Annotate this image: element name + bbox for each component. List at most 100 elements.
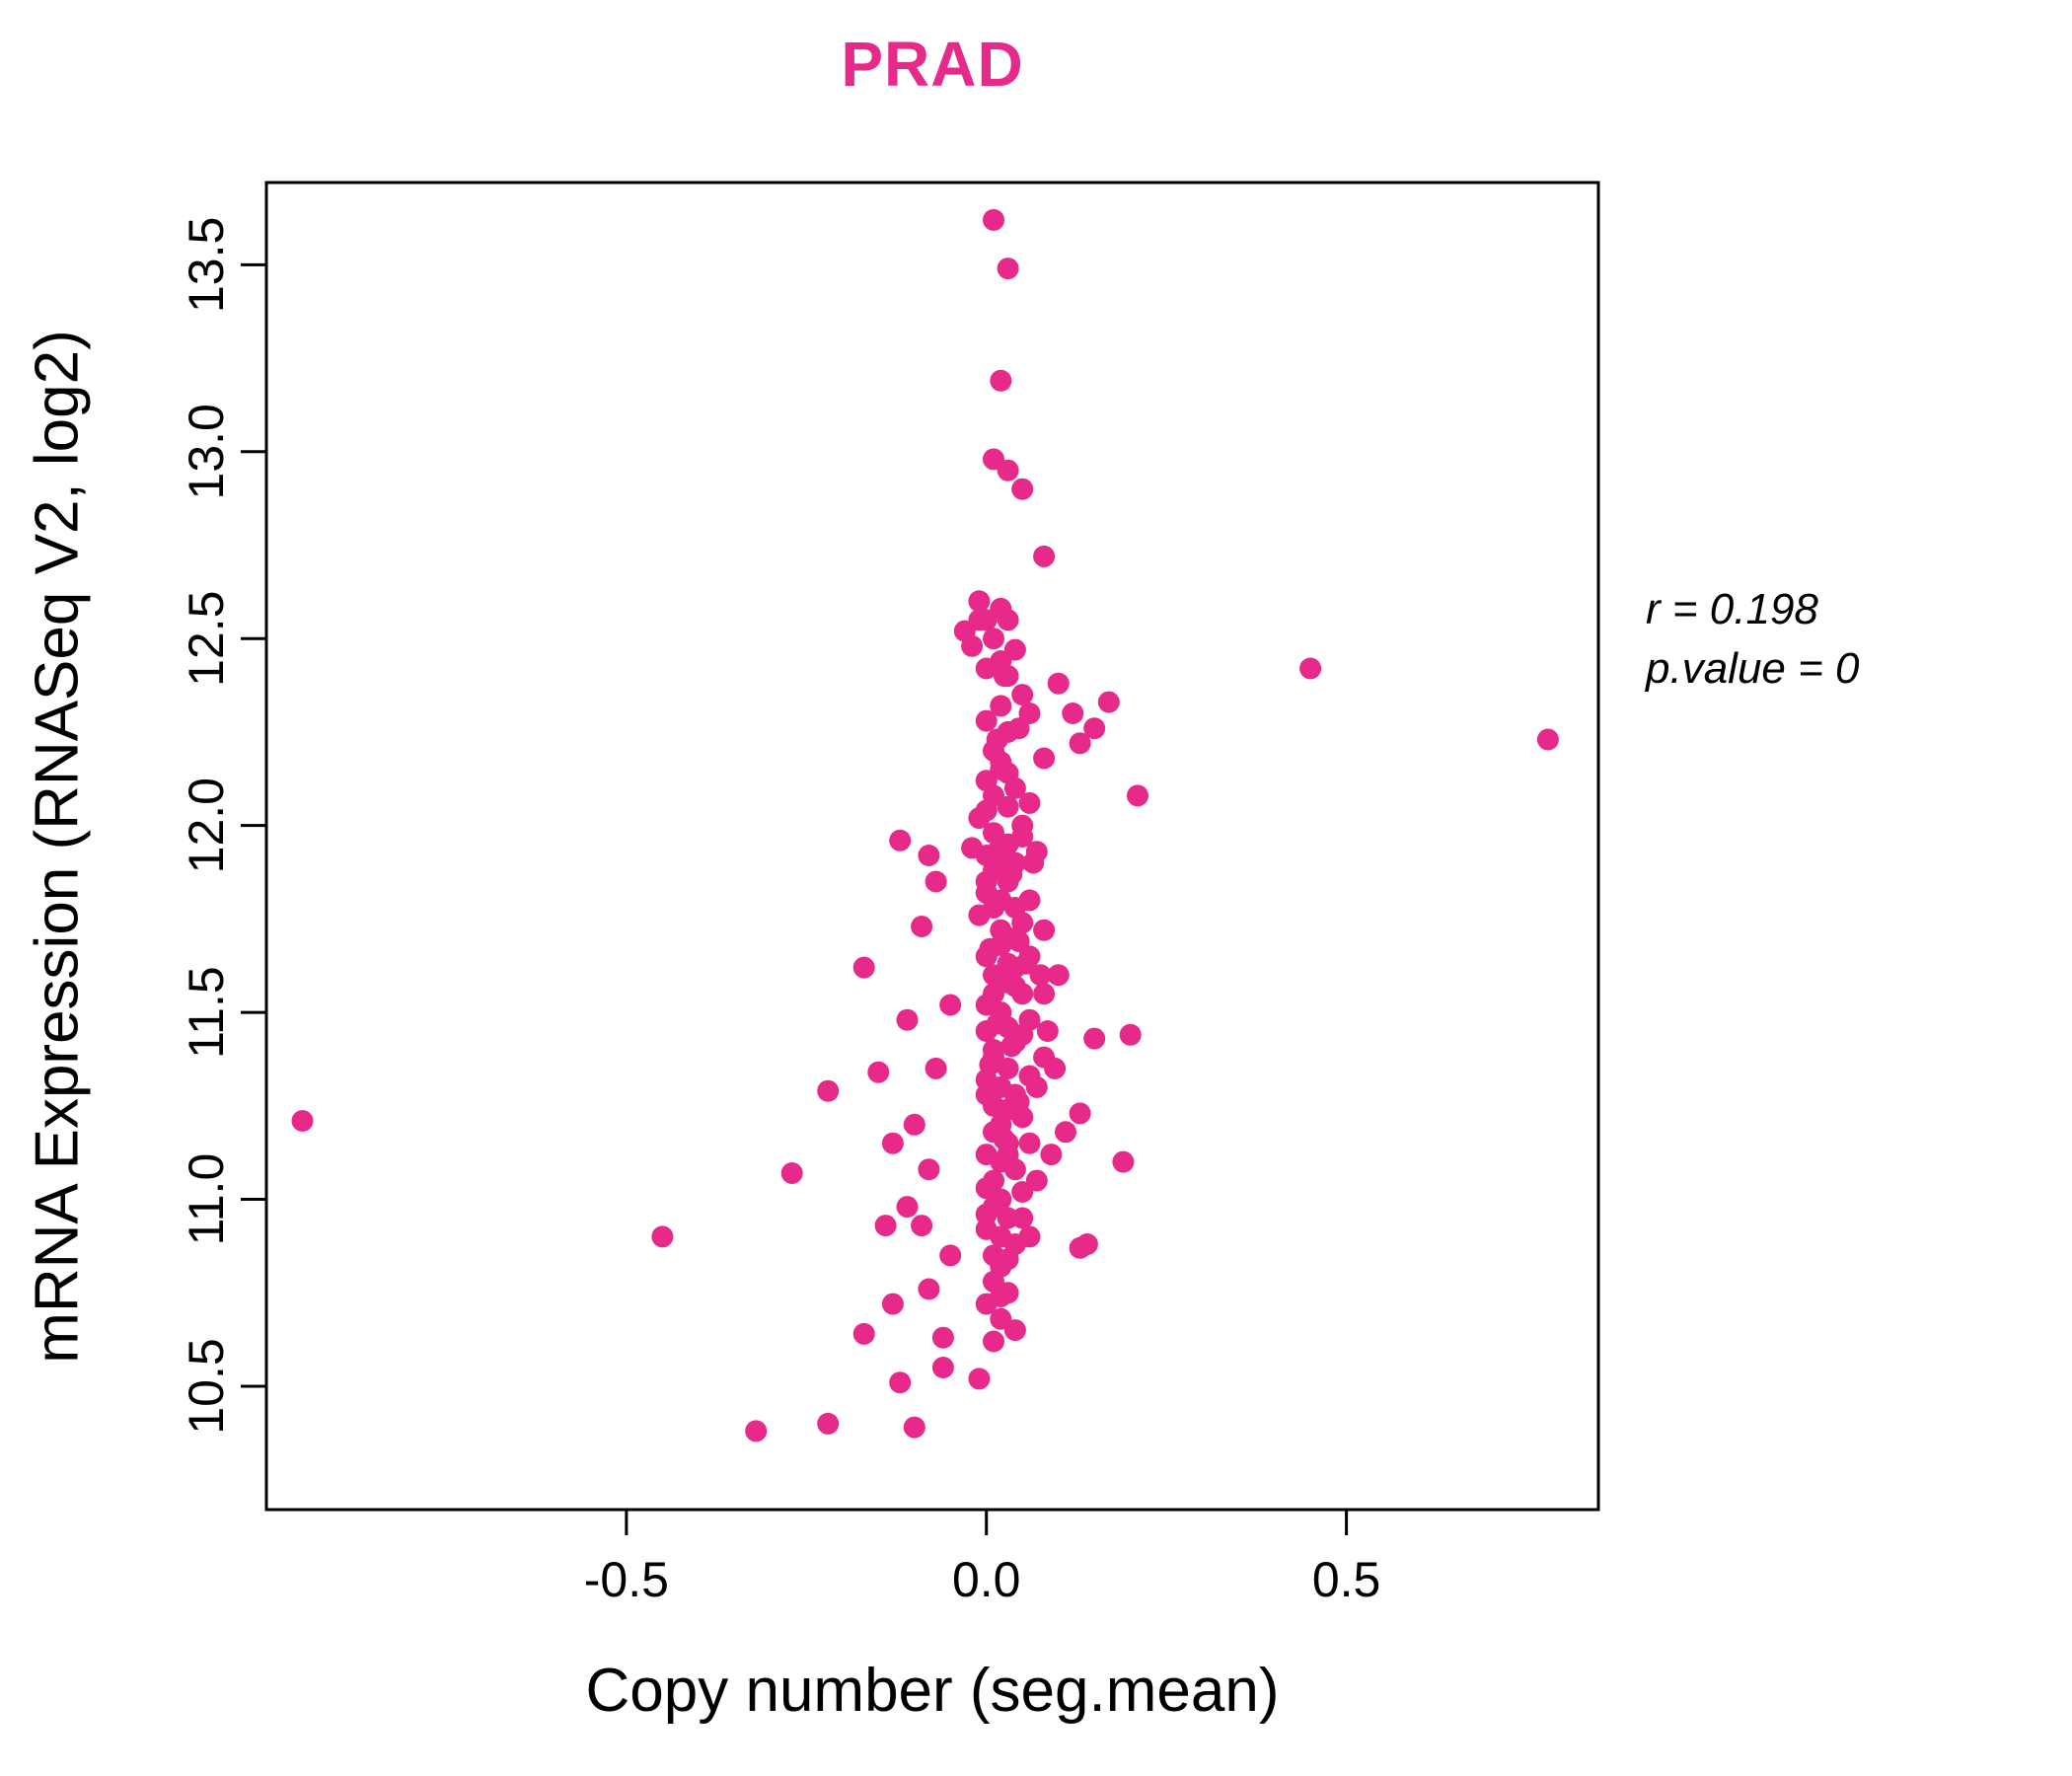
data-point — [1044, 1057, 1067, 1079]
data-point — [918, 1158, 940, 1181]
data-point — [1011, 912, 1034, 934]
data-point — [817, 1412, 840, 1435]
data-point — [997, 609, 1019, 631]
data-point — [968, 609, 991, 631]
data-point — [1007, 930, 1030, 953]
data-point — [1112, 1150, 1135, 1173]
data-point — [651, 1225, 674, 1248]
data-point — [1033, 983, 1056, 1005]
data-point — [1018, 889, 1041, 912]
y-tick-label: 10.5 — [179, 1338, 234, 1434]
data-point — [1036, 1020, 1059, 1042]
data-point — [1069, 1236, 1091, 1259]
data-point — [1033, 545, 1056, 567]
data-point — [1040, 1144, 1063, 1166]
x-axis-label: Copy number (seg.mean) — [585, 1657, 1280, 1725]
data-point — [968, 590, 991, 613]
data-point — [997, 795, 1019, 818]
data-point — [874, 1215, 897, 1237]
data-point — [896, 1008, 919, 1031]
y-tick-label: 12.5 — [179, 591, 234, 687]
data-point — [911, 1215, 933, 1237]
plot-border — [264, 181, 1600, 1512]
data-point — [931, 1357, 954, 1378]
data-point — [979, 1054, 1001, 1076]
data-point — [1011, 826, 1034, 848]
correlation-r-value: r = 0.198 — [1646, 585, 1818, 633]
data-point — [983, 983, 1004, 1005]
data-point — [1011, 1207, 1034, 1229]
data-point — [994, 968, 1015, 990]
data-point — [896, 1196, 919, 1219]
data-point — [918, 845, 940, 866]
data-point — [780, 1162, 803, 1184]
data-point — [1011, 684, 1034, 706]
data-point — [1007, 1091, 1030, 1113]
data-point — [931, 1326, 954, 1349]
data-point — [1055, 1121, 1076, 1144]
data-point — [1069, 1102, 1091, 1125]
data-point — [1536, 728, 1559, 751]
correlation-annotation: r = 0.198 p.value = 0 — [1646, 580, 1860, 699]
data-point — [852, 956, 875, 979]
data-point — [994, 665, 1015, 688]
data-point — [903, 1113, 925, 1136]
data-point — [1018, 703, 1041, 724]
data-point — [983, 1330, 1004, 1353]
data-point — [1007, 717, 1030, 740]
y-tick-label: 13.5 — [179, 217, 234, 313]
data-point — [1069, 732, 1091, 755]
data-point — [979, 937, 1001, 960]
data-point — [867, 1061, 890, 1083]
data-point — [983, 208, 1004, 231]
data-point — [961, 634, 984, 657]
y-tick-label: 13.0 — [179, 404, 234, 499]
data-point — [986, 841, 1008, 863]
data-point — [1033, 919, 1056, 941]
data-point — [939, 1244, 962, 1267]
data-point — [1083, 1027, 1106, 1050]
data-point — [745, 1420, 768, 1443]
correlation-p-value: p.value = 0 — [1646, 644, 1860, 693]
data-point — [1127, 784, 1148, 807]
data-point — [1033, 747, 1056, 770]
data-point — [1018, 1225, 1041, 1248]
data-point — [983, 628, 1004, 650]
data-point — [817, 1079, 840, 1102]
data-point — [1025, 1169, 1048, 1192]
data-point — [291, 1110, 314, 1132]
data-point — [911, 916, 933, 937]
data-point — [961, 837, 984, 859]
data-point — [903, 1416, 925, 1439]
data-point — [1000, 862, 1023, 885]
data-point — [990, 369, 1012, 392]
data-point — [939, 994, 962, 1016]
data-point — [975, 799, 998, 822]
data-point — [1011, 478, 1034, 500]
y-tick-label: 12.0 — [179, 777, 234, 873]
data-point — [1083, 717, 1106, 740]
data-point — [983, 897, 1004, 919]
y-tick-label: 11.0 — [179, 1153, 234, 1246]
data-point — [997, 459, 1019, 481]
data-point — [975, 709, 998, 732]
data-point — [918, 1278, 940, 1300]
chart-title: PRAD — [841, 29, 1024, 100]
data-point — [925, 1057, 947, 1079]
x-tick-label: 0.5 — [1312, 1552, 1381, 1607]
data-point — [889, 829, 912, 851]
x-tick-label: -0.5 — [584, 1552, 669, 1607]
data-point — [975, 1177, 998, 1200]
data-point — [1000, 1035, 1023, 1058]
data-point — [1003, 1319, 1026, 1342]
data-point — [986, 1012, 1008, 1035]
data-point — [1018, 1132, 1041, 1154]
data-point — [881, 1132, 904, 1154]
data-point — [881, 1293, 904, 1315]
data-point — [997, 258, 1019, 280]
data-point — [1097, 691, 1120, 713]
data-point — [852, 1322, 875, 1345]
data-point — [986, 728, 1008, 751]
data-point — [1029, 964, 1052, 987]
